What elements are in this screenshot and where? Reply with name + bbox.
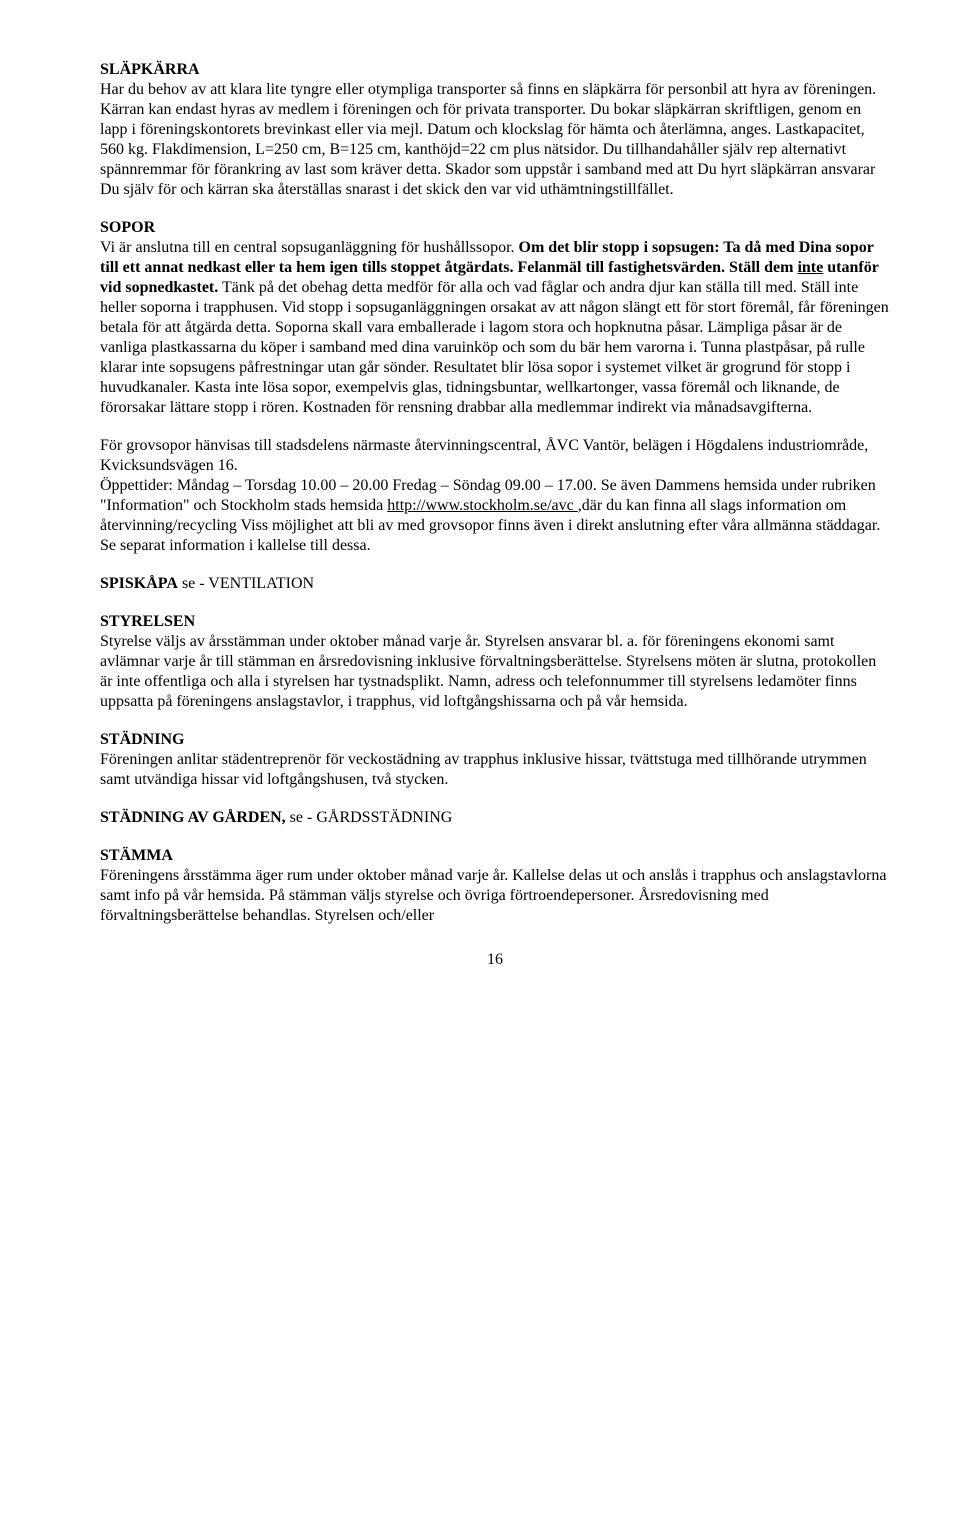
para-sopor-2b: Öppettider: Måndag – Torsdag 10.00 – 20.… bbox=[100, 476, 890, 556]
para-spiskapa: SPISKÅPA se - VENTILATION bbox=[100, 574, 890, 594]
section-styrelsen: STYRELSEN Styrelse väljs av årsstämman u… bbox=[100, 612, 890, 712]
heading-stadning: STÄDNING bbox=[100, 730, 890, 750]
para-sopor-1: Vi är anslutna till en central sopsuganl… bbox=[100, 238, 890, 418]
link-stockholm-avc[interactable]: http://www.stockholm.se/avc bbox=[387, 497, 578, 514]
heading-stadning-garden: STÄDNING AV GÅRDEN, bbox=[100, 809, 290, 826]
para-slapkarra-2: Kärran kan endast hyras av medlem i före… bbox=[100, 100, 890, 200]
section-sopor: SOPOR Vi är anslutna till en central sop… bbox=[100, 218, 890, 418]
para-slapkarra-1: Har du behov av att klara lite tyngre el… bbox=[100, 80, 890, 100]
heading-sopor: SOPOR bbox=[100, 218, 890, 238]
para-styrelsen: Styrelse väljs av årsstämman under oktob… bbox=[100, 632, 890, 712]
heading-styrelsen: STYRELSEN bbox=[100, 612, 890, 632]
section-spiskapa: SPISKÅPA se - VENTILATION bbox=[100, 574, 890, 594]
text-spiskapa-rest: se - VENTILATION bbox=[178, 575, 314, 592]
section-slapkarra: SLÄPKÄRRA Har du behov av att klara lite… bbox=[100, 60, 890, 200]
text-stadning-garden-rest: se - GÅRDSSTÄDNING bbox=[290, 809, 453, 826]
para-stadning: Föreningen anlitar städentreprenör för v… bbox=[100, 750, 890, 790]
text-sopor-1a: Vi är anslutna till en central sopsuganl… bbox=[100, 239, 519, 256]
text-sopor-1c: inte bbox=[797, 259, 823, 276]
section-stamma: STÄMMA Föreningens årsstämma äger rum un… bbox=[100, 846, 890, 926]
para-stadning-garden: STÄDNING AV GÅRDEN, se - GÅRDSSTÄDNING bbox=[100, 808, 890, 828]
section-sopor-2: För grovsopor hänvisas till stadsdelens … bbox=[100, 436, 890, 556]
para-sopor-2a: För grovsopor hänvisas till stadsdelens … bbox=[100, 436, 890, 476]
page-number: 16 bbox=[100, 950, 890, 970]
heading-stamma: STÄMMA bbox=[100, 846, 890, 866]
para-stamma: Föreningens årsstämma äger rum under okt… bbox=[100, 866, 890, 926]
text-sopor-1e: Tänk på det obehag detta medför för alla… bbox=[100, 279, 889, 416]
heading-spiskapa: SPISKÅPA bbox=[100, 575, 178, 592]
section-stadning-garden: STÄDNING AV GÅRDEN, se - GÅRDSSTÄDNING bbox=[100, 808, 890, 828]
heading-slapkarra: SLÄPKÄRRA bbox=[100, 60, 890, 80]
section-stadning: STÄDNING Föreningen anlitar städentrepre… bbox=[100, 730, 890, 790]
